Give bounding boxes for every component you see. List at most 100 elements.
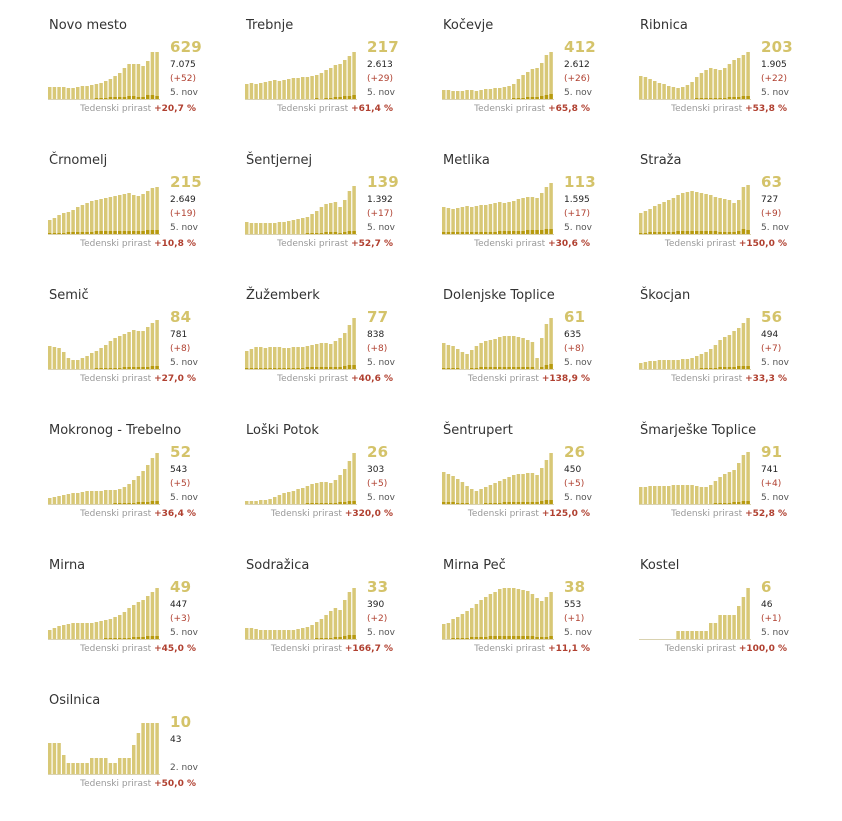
total-cases: 2.612 (564, 60, 590, 70)
bar-total (484, 597, 488, 640)
bar-total (259, 630, 263, 640)
bar-total (732, 203, 736, 235)
daily-change: (+8) (367, 344, 388, 354)
bar-total (94, 351, 99, 370)
bar-total (704, 194, 708, 235)
bar-total (108, 341, 113, 370)
bar-total (259, 347, 263, 370)
bar-new (535, 502, 539, 505)
bar-total (653, 486, 657, 505)
bar-total (155, 320, 159, 370)
bar-total (671, 485, 676, 505)
bar-total (319, 207, 324, 235)
bar-new (653, 232, 657, 235)
bar-total (512, 336, 516, 370)
bar-new (526, 367, 530, 370)
bar-total (315, 75, 319, 100)
weekly-growth: Tedenski prirast +166,7 % (270, 644, 393, 654)
bar-new (535, 97, 539, 100)
bar-total (718, 198, 722, 235)
active-cases: 6 (761, 578, 772, 596)
bar-total (727, 200, 732, 235)
bar-new (146, 636, 150, 640)
bar-new (535, 230, 539, 235)
bar-total (57, 87, 61, 100)
bar-total (352, 186, 356, 235)
bar-new (507, 636, 511, 640)
bar-total (249, 83, 254, 100)
bar-total (57, 496, 61, 505)
active-cases: 26 (564, 443, 586, 461)
bar-new (727, 367, 732, 370)
bar-new (544, 500, 549, 505)
bar-total (273, 347, 277, 370)
bar-new (502, 231, 507, 235)
bar-new (507, 502, 511, 505)
bar-total (155, 723, 159, 775)
bar-total (310, 345, 314, 370)
bar-total (460, 91, 465, 100)
bar-new (338, 367, 342, 370)
bar-new (333, 97, 338, 100)
bar-total (690, 358, 694, 370)
bar-total (681, 485, 685, 505)
bar-total (104, 490, 108, 505)
bar-total (484, 487, 488, 505)
bar-new (498, 231, 502, 235)
bar-new (136, 367, 141, 370)
bar-new (741, 501, 746, 505)
bar-total (52, 628, 57, 640)
bar-total (479, 343, 483, 370)
bar-total (479, 489, 483, 505)
bar-total (709, 623, 713, 640)
bar-total (456, 349, 460, 370)
weekly-growth: Tedenski prirast +61,4 % (277, 104, 393, 114)
bar-total (709, 485, 713, 505)
bar-new (709, 231, 713, 235)
bar-total (535, 598, 539, 640)
bar-total (544, 187, 549, 235)
bar-total (80, 358, 85, 370)
bar-total (282, 348, 286, 370)
date-label: 5. nov (170, 88, 198, 98)
bar-total (741, 597, 746, 640)
bar-total (48, 87, 52, 100)
bar-total (254, 629, 258, 640)
sparkline-chart (639, 588, 751, 640)
bar-total (338, 64, 342, 100)
bar-total (108, 79, 113, 100)
bar-total (249, 501, 254, 505)
total-cases: 741 (761, 465, 779, 475)
bar-new (343, 636, 347, 640)
bar-total (502, 87, 507, 100)
total-cases: 727 (761, 195, 779, 205)
bar-total (338, 207, 342, 235)
date-label: 5. nov (761, 628, 789, 638)
bar-total (347, 325, 352, 370)
bar-total (723, 337, 727, 370)
date-label: 5. nov (564, 358, 592, 368)
date-label: 5. nov (170, 358, 198, 368)
bar-total (245, 222, 249, 235)
bar-new (741, 366, 746, 370)
bar-new (727, 97, 732, 100)
bar-total (62, 213, 66, 235)
daily-change: (+7) (761, 344, 782, 354)
sparkline-chart (48, 187, 160, 235)
bar-total (347, 592, 352, 640)
date-label: 5. nov (367, 88, 395, 98)
bar-total (291, 630, 296, 640)
weekly-growth: Tedenski prirast +65,8 % (474, 104, 590, 114)
date-label: 5. nov (564, 223, 592, 233)
bar-total (488, 340, 493, 370)
total-cases: 781 (170, 330, 188, 340)
bar-total (136, 602, 141, 640)
municipality-card: Kostel 6 46 (+1) 5. nov Tedenski prirast +100… (639, 558, 829, 686)
bar-total (132, 195, 136, 235)
bar-new (657, 232, 662, 235)
active-cases: 10 (170, 713, 192, 731)
bar-new (470, 232, 474, 235)
bar-total (104, 620, 108, 640)
bar-total (709, 195, 713, 235)
bar-total (741, 55, 746, 100)
